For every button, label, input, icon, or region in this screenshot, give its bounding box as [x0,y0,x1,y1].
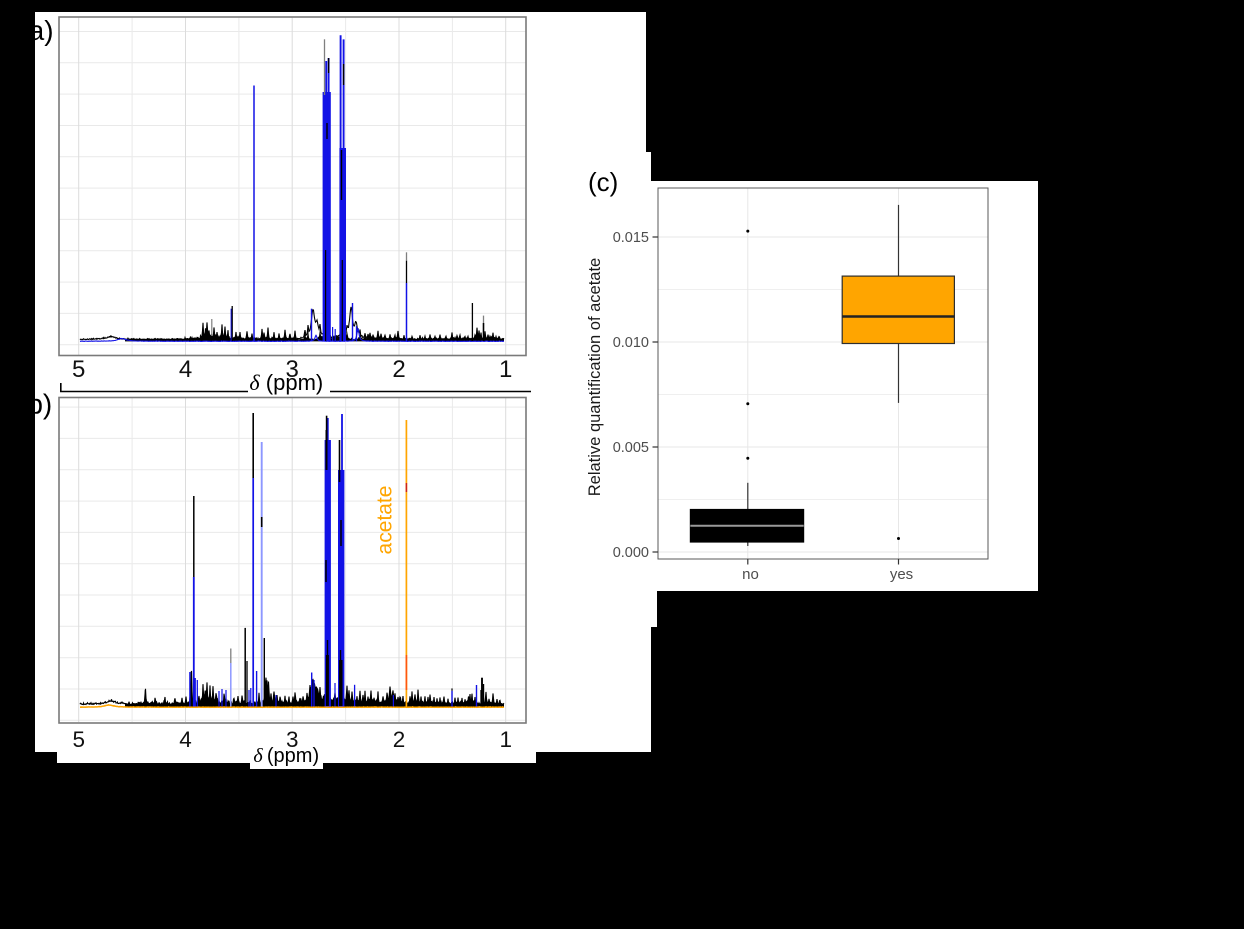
svg-text:δ: δ [253,745,263,767]
svg-text:5: 5 [72,356,85,383]
svg-text:(a): (a) [19,15,53,46]
svg-text:(c): (c) [588,167,618,197]
svg-text:(b): (b) [18,389,52,420]
svg-text:2: 2 [392,356,405,383]
svg-text:acetate: acetate [374,486,397,555]
svg-text:1: 1 [499,356,512,383]
svg-text:4: 4 [179,727,192,752]
svg-text:(ppm): (ppm) [267,745,319,767]
svg-text:0.010: 0.010 [613,335,649,351]
svg-text:3: 3 [286,356,299,383]
svg-text:1: 1 [499,727,512,752]
svg-text:δ: δ [249,370,260,395]
svg-text:2: 2 [393,727,406,752]
svg-text:0.015: 0.015 [613,230,649,246]
svg-text:no: no [742,566,759,583]
svg-text:5: 5 [72,727,85,752]
svg-text:0.005: 0.005 [613,440,649,456]
svg-text:Relative quantification of ace: Relative quantification of acetate [586,258,604,497]
svg-text:3: 3 [286,727,299,752]
svg-text:0.000: 0.000 [613,545,649,561]
svg-text:4: 4 [179,356,192,383]
svg-text:(ppm): (ppm) [266,370,323,395]
svg-text:yes: yes [890,566,913,583]
